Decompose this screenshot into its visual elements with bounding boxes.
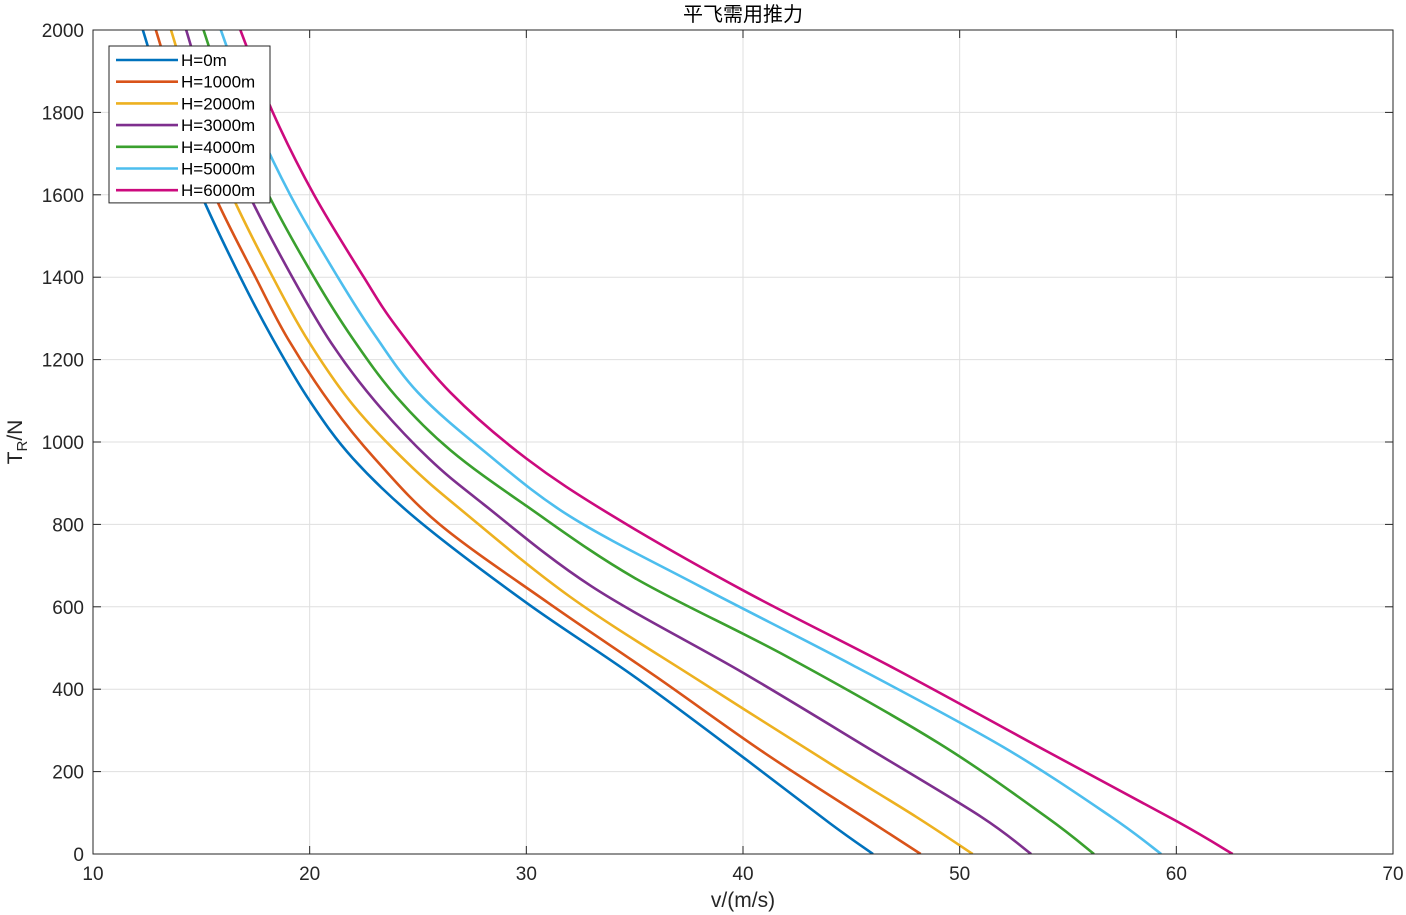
x-tick-label: 50 <box>949 864 970 885</box>
legend-label-0: H=0m <box>181 51 227 70</box>
x-tick-label: 70 <box>1382 864 1403 885</box>
legend-label-2: H=2000m <box>181 94 255 113</box>
y-tick-label: 1800 <box>42 103 84 124</box>
y-tick-label: 800 <box>52 515 84 536</box>
y-tick-label: 600 <box>52 598 84 619</box>
x-tick-label: 60 <box>1166 864 1187 885</box>
y-tick-label: 1200 <box>42 351 84 372</box>
y-tick-label: 1000 <box>42 433 84 454</box>
legend-label-3: H=3000m <box>181 116 255 135</box>
legend-label-1: H=1000m <box>181 73 255 92</box>
x-tick-label: 30 <box>516 864 537 885</box>
grid-layer <box>93 30 1393 854</box>
series-line-6 <box>239 30 1234 854</box>
y-axis-label-main: T <box>4 451 27 464</box>
legend-label-4: H=4000m <box>181 138 255 157</box>
tick-layer: 10 20 30 40 50 60 70 0 200 400 600 800 1000 1200 1400 1… <box>42 21 1404 885</box>
y-axis-label-sub: R <box>14 441 31 452</box>
y-axis-label: TR/N <box>4 420 31 465</box>
y-tick-label: 1600 <box>42 186 84 207</box>
x-tick-label: 20 <box>299 864 320 885</box>
y-axis-label-suffix: /N <box>4 420 27 441</box>
x-tick-label: 10 <box>82 864 103 885</box>
legend-label-6: H=6000m <box>181 181 255 200</box>
y-tick-label: 400 <box>52 680 84 701</box>
y-tick-label: 1400 <box>42 268 84 289</box>
y-tick-label: 0 <box>73 845 84 866</box>
y-tick-label: 2000 <box>42 21 84 42</box>
y-tick-label: 200 <box>52 763 84 784</box>
legend-label-5: H=5000m <box>181 160 255 179</box>
x-tick-label: 40 <box>732 864 753 885</box>
x-axis-label: v/(m/s) <box>711 889 775 912</box>
series-line-5 <box>219 30 1162 854</box>
legend: H=0m H=1000m H=2000m H=3000m H=4000m H=5000m H… <box>108 45 271 204</box>
chart-title: 平飞需用推力 <box>683 2 803 26</box>
